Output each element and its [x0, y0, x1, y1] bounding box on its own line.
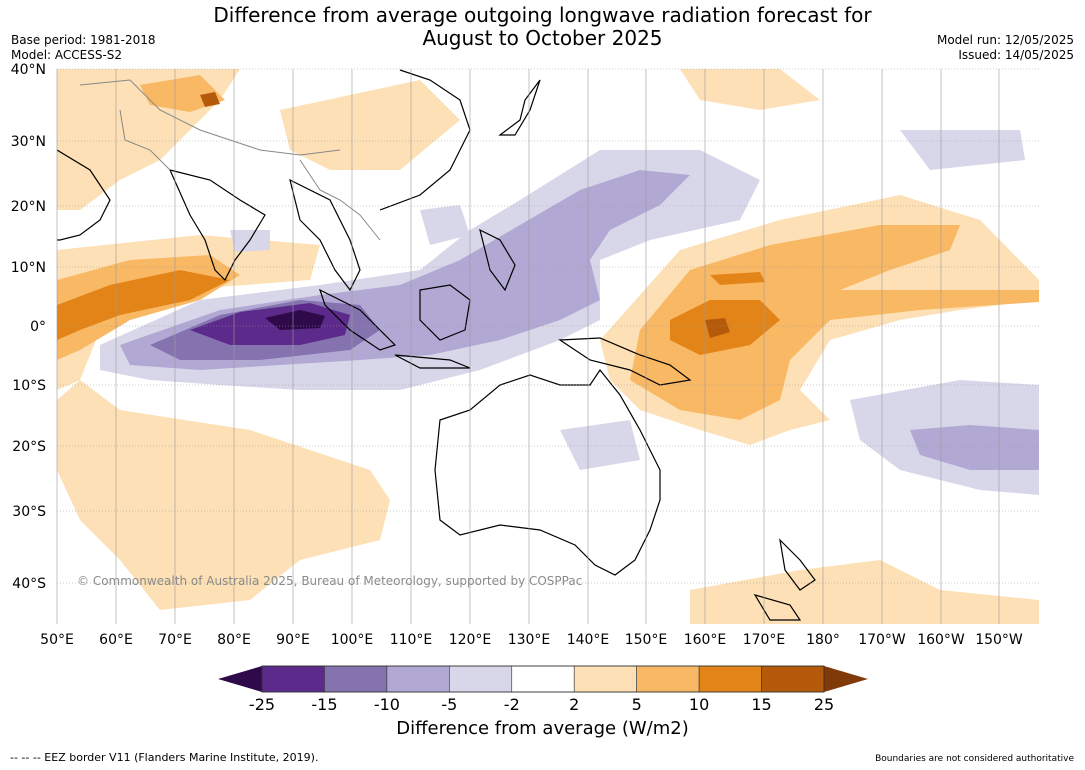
lon-label: 50°E [40, 632, 74, 648]
colorbar-tick-label: -15 [311, 695, 337, 714]
lat-label: 20°N [11, 199, 46, 215]
lon-label: 90°E [276, 632, 310, 648]
lon-label: 60°E [99, 632, 133, 648]
eez-legend-note: -- -- -- EEZ border V11 (Flanders Marine… [10, 751, 319, 764]
copyright-notice: © Commonwealth of Australia 2025, Bureau… [77, 574, 583, 588]
lat-label: 30°N [11, 134, 46, 150]
meta-right: Model run: 12/05/2025 Issued: 14/05/2025 [937, 33, 1074, 63]
lon-label: 110°E [390, 632, 433, 648]
lon-label: 170°W [858, 632, 906, 648]
lon-label: 160°W [917, 632, 965, 648]
map-title: Difference from average outgoing longwav… [0, 4, 1085, 50]
title-line-1: Difference from average outgoing longwav… [213, 3, 872, 27]
meta-left: Base period: 1981-2018 Model: ACCESS-S2 [11, 33, 156, 63]
lat-label: 10°N [11, 260, 46, 276]
colorbar-tick-label: 5 [632, 695, 642, 714]
model-name: Model: ACCESS-S2 [11, 48, 123, 62]
latitude-labels: 40°N 30°N 20°N 10°N 0° 10°S 20°S 30°S 40… [11, 62, 46, 592]
meridians [56, 69, 1000, 624]
base-period: Base period: 1981-2018 [11, 33, 156, 47]
coastlines [57, 69, 816, 621]
colorbar-tick-label: 2 [569, 695, 579, 714]
lon-label: 160°E [684, 632, 727, 648]
longitude-labels: 50°E 60°E 70°E 80°E 90°E 100°E 110°E 120… [40, 632, 1023, 648]
country-borders [79, 79, 381, 241]
colorbar-tick-label: -25 [249, 695, 275, 714]
colorbar-right-arrow [824, 666, 868, 692]
colorbar-tick-label: 10 [689, 695, 709, 714]
lon-label: 150°E [625, 632, 668, 648]
lat-label: 20°S [12, 439, 46, 455]
colorbar-bin [636, 665, 700, 693]
colorbar-bin [386, 665, 450, 693]
colorbar-bin [449, 665, 513, 693]
lon-label: 130°E [508, 632, 551, 648]
lon-label: 170°E [743, 632, 786, 648]
colorbar-bin [261, 665, 325, 693]
colorbar-tick-label: 25 [814, 695, 834, 714]
colorbar-tick-label: -2 [504, 695, 520, 714]
colorbar-bin [324, 665, 388, 693]
title-line-2: August to October 2025 [422, 26, 663, 50]
colorbar-bin [698, 665, 762, 693]
lat-label: 40°N [11, 62, 46, 78]
lon-label: 180° [806, 632, 840, 648]
colorbar-tick-label: -10 [374, 695, 400, 714]
lon-label: 140°E [567, 632, 610, 648]
colorbar-left-arrow [218, 666, 262, 692]
lon-label: 120°E [449, 632, 492, 648]
lat-label: 10°S [12, 378, 46, 394]
colorbar-bin [511, 665, 575, 693]
lon-label: 70°E [158, 632, 192, 648]
model-run: Model run: 12/05/2025 [936, 33, 1074, 47]
lon-label: 80°E [217, 632, 251, 648]
lat-label: 0° [30, 319, 46, 335]
anomaly-shading [57, 69, 1039, 624]
lat-label: 30°S [12, 504, 46, 520]
colorbar-bin [761, 665, 825, 693]
issued-date: Issued: 14/05/2025 [958, 48, 1074, 62]
colorbar-label: Difference from average (W/m2) [396, 718, 689, 739]
colorbar-tick-label: -5 [441, 695, 457, 714]
lon-label: 150°W [975, 632, 1023, 648]
boundaries-disclaimer: Boundaries are not considered authoritat… [875, 754, 1074, 764]
colorbar-bin [573, 665, 637, 693]
lat-label: 40°S [12, 576, 46, 592]
colorbar: -25 -15 -10 -5 -2 2 5 10 15 25 [218, 665, 868, 714]
colorbar-tick-label: 15 [751, 695, 771, 714]
lon-label: 100°E [331, 632, 374, 648]
